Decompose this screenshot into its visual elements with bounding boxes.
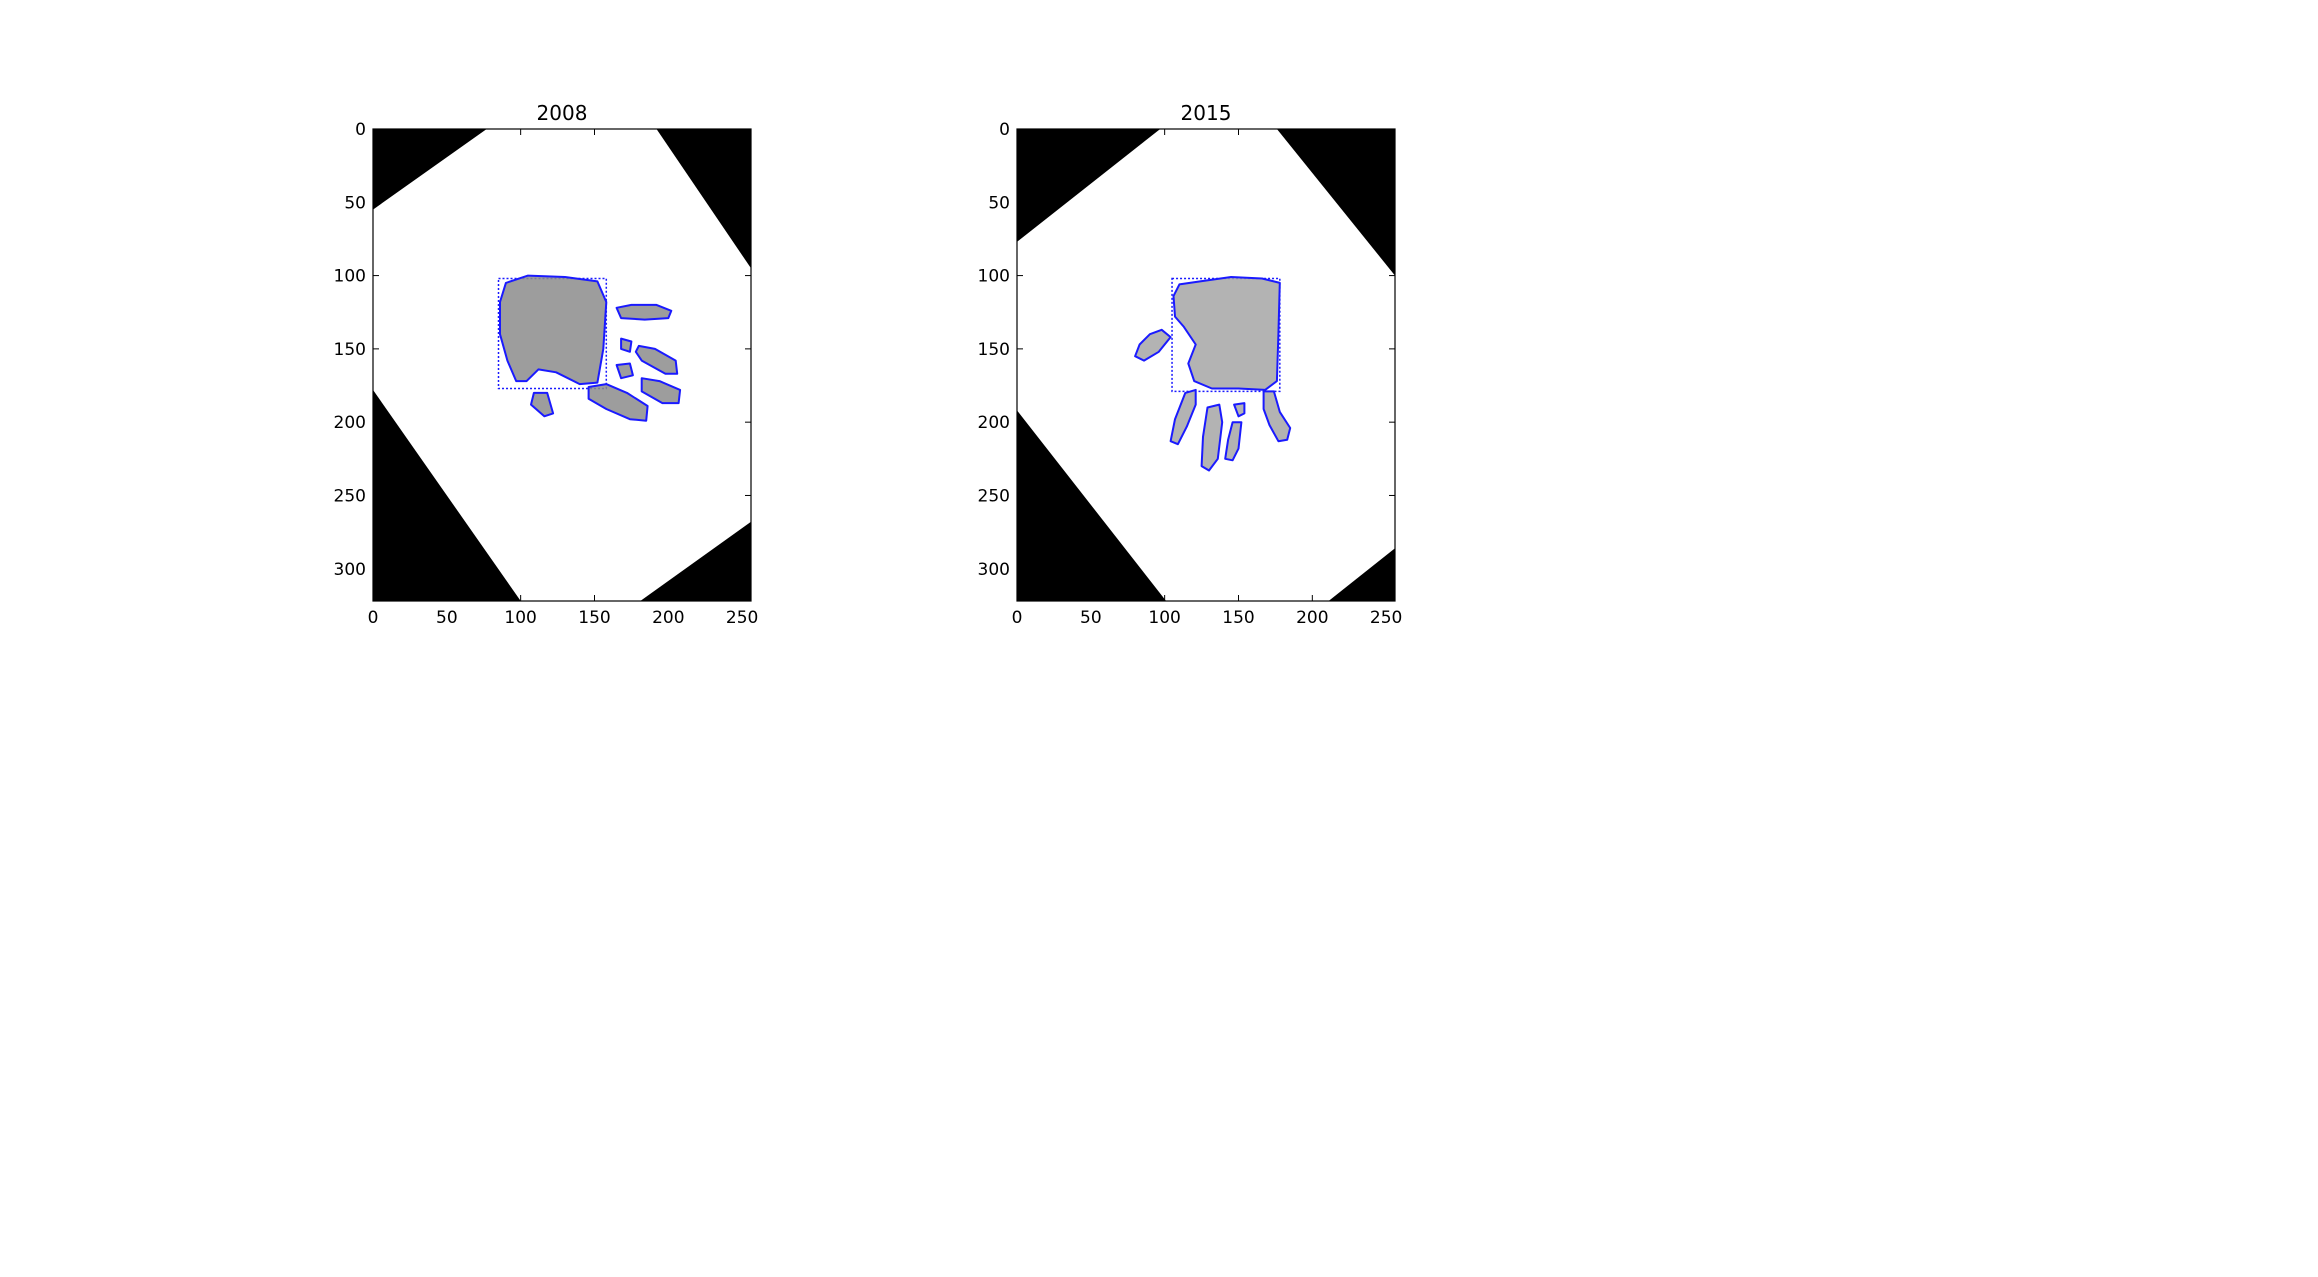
palm-region (1172, 276, 1281, 391)
x-tick-label: 250 (726, 608, 758, 628)
subplot-2015: 2015 0 50 100 150 200 250 0 50 100 150 200 250 300 (978, 101, 1403, 628)
y-tick-label: 100 (978, 267, 1010, 287)
finger-region (615, 303, 673, 321)
subplot-2008: 2008 0 50 100 150 200 250 0 50 100 150 200 250 300 (334, 101, 759, 628)
mask-corner (373, 389, 521, 601)
finger-region (1262, 390, 1292, 443)
finger-region (1134, 328, 1172, 362)
axes-frame (372, 128, 752, 602)
y-tick-label: 0 (355, 120, 366, 140)
y-tick-label: 300 (978, 560, 1010, 580)
x-tick-label: 150 (1222, 608, 1254, 628)
x-tick-label: 200 (652, 608, 684, 628)
x-tick-label: 0 (368, 608, 379, 628)
y-tick-label: 100 (334, 267, 366, 287)
finger-region (615, 362, 634, 380)
finger-region (1224, 421, 1243, 462)
y-tick-label: 300 (334, 560, 366, 580)
y-tick-label: 250 (978, 486, 1010, 506)
y-tick-label: 150 (978, 340, 1010, 360)
image-content (373, 129, 751, 601)
x-tick-label: 50 (1080, 608, 1102, 628)
y-tick-label: 150 (334, 340, 366, 360)
chart-title: 2015 (1181, 101, 1232, 125)
y-tick-label: 200 (978, 413, 1010, 433)
finger-region (530, 391, 555, 418)
y-tick-label: 200 (334, 413, 366, 433)
x-tick-label: 100 (1148, 608, 1180, 628)
y-tick-label: 250 (334, 486, 366, 506)
image-content (1017, 129, 1395, 601)
mask-corner (1276, 129, 1395, 276)
axes-frame (1016, 128, 1396, 602)
x-tick-label: 150 (578, 608, 610, 628)
y-tick-label: 0 (999, 120, 1010, 140)
finger-region (640, 377, 682, 405)
finger-region (1233, 402, 1246, 418)
x-tick-label: 200 (1296, 608, 1328, 628)
finger-region (1200, 403, 1224, 472)
mask-corner (1017, 410, 1167, 601)
finger-region (634, 344, 679, 375)
x-tick-label: 50 (436, 608, 458, 628)
mask-corner (1017, 129, 1161, 242)
finger-region (587, 383, 649, 422)
finger-region (620, 337, 633, 353)
x-tick-label: 0 (1012, 608, 1023, 628)
y-tick-label: 50 (988, 193, 1010, 213)
x-tick-label: 250 (1370, 608, 1402, 628)
finger-region (1169, 388, 1197, 446)
palm-region (499, 274, 608, 386)
mask-corner (656, 129, 751, 269)
x-tick-label: 100 (504, 608, 536, 628)
mask-corner (1328, 548, 1395, 601)
mask-corner (373, 129, 487, 210)
y-tick-label: 50 (344, 193, 366, 213)
mask-corner (640, 521, 751, 601)
chart-title: 2008 (537, 101, 588, 125)
